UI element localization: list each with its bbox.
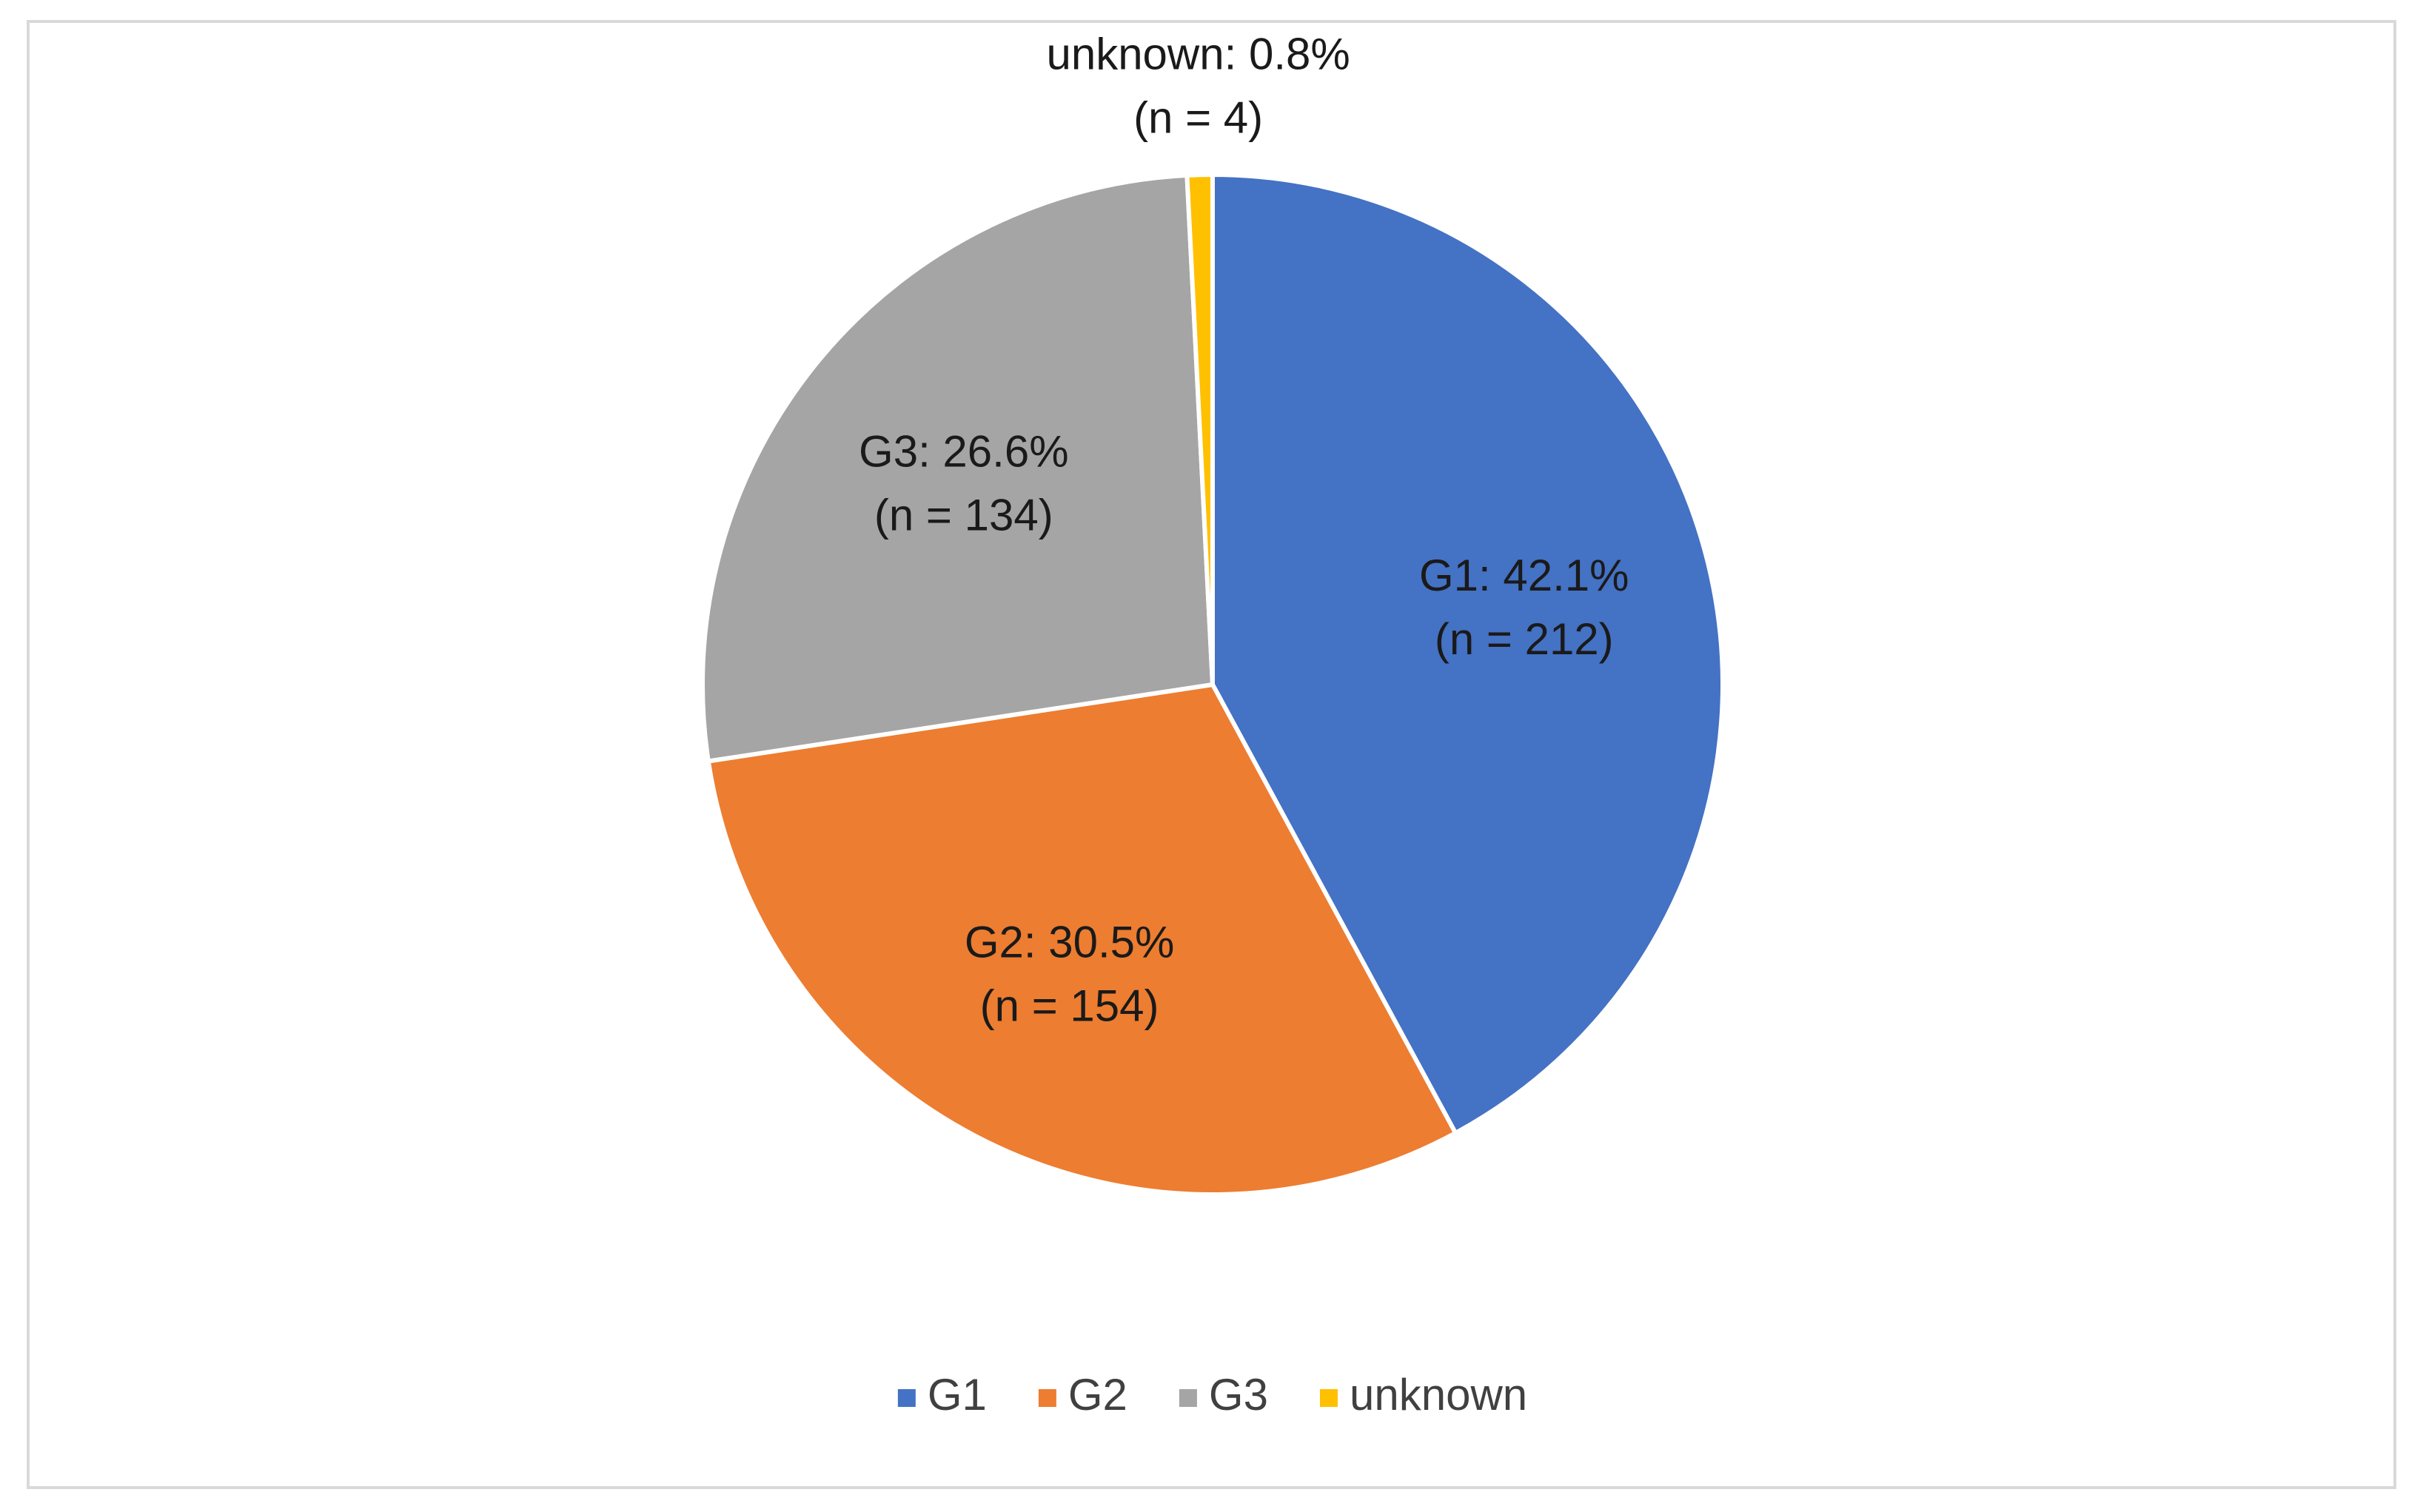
data-label: G3: 26.6% [859, 426, 1069, 476]
pie-slice [1184, 172, 1215, 687]
pie-slice [1210, 172, 1725, 1135]
data-label-n: (n = 134) [874, 490, 1053, 540]
legend-swatch [1319, 1389, 1338, 1407]
legend-label: G3 [1209, 1370, 1268, 1419]
legend-swatch [1179, 1389, 1197, 1407]
pie-slice [700, 172, 1215, 764]
data-label-n: (n = 154) [980, 981, 1159, 1030]
data-label-n: (n = 4) [1133, 93, 1263, 142]
legend-swatch [897, 1389, 916, 1407]
data-label: G2: 30.5% [965, 917, 1175, 967]
data-label: unknown: 0.8% [1046, 29, 1350, 78]
legend-label: G1 [928, 1370, 987, 1419]
legend-label: G2 [1068, 1370, 1127, 1419]
data-label-n: (n = 212) [1435, 614, 1614, 664]
legend-swatch [1038, 1389, 1056, 1407]
pie-slice [706, 682, 1458, 1197]
legend-label: unknown [1350, 1370, 1527, 1419]
data-label: G1: 42.1% [1419, 551, 1629, 600]
